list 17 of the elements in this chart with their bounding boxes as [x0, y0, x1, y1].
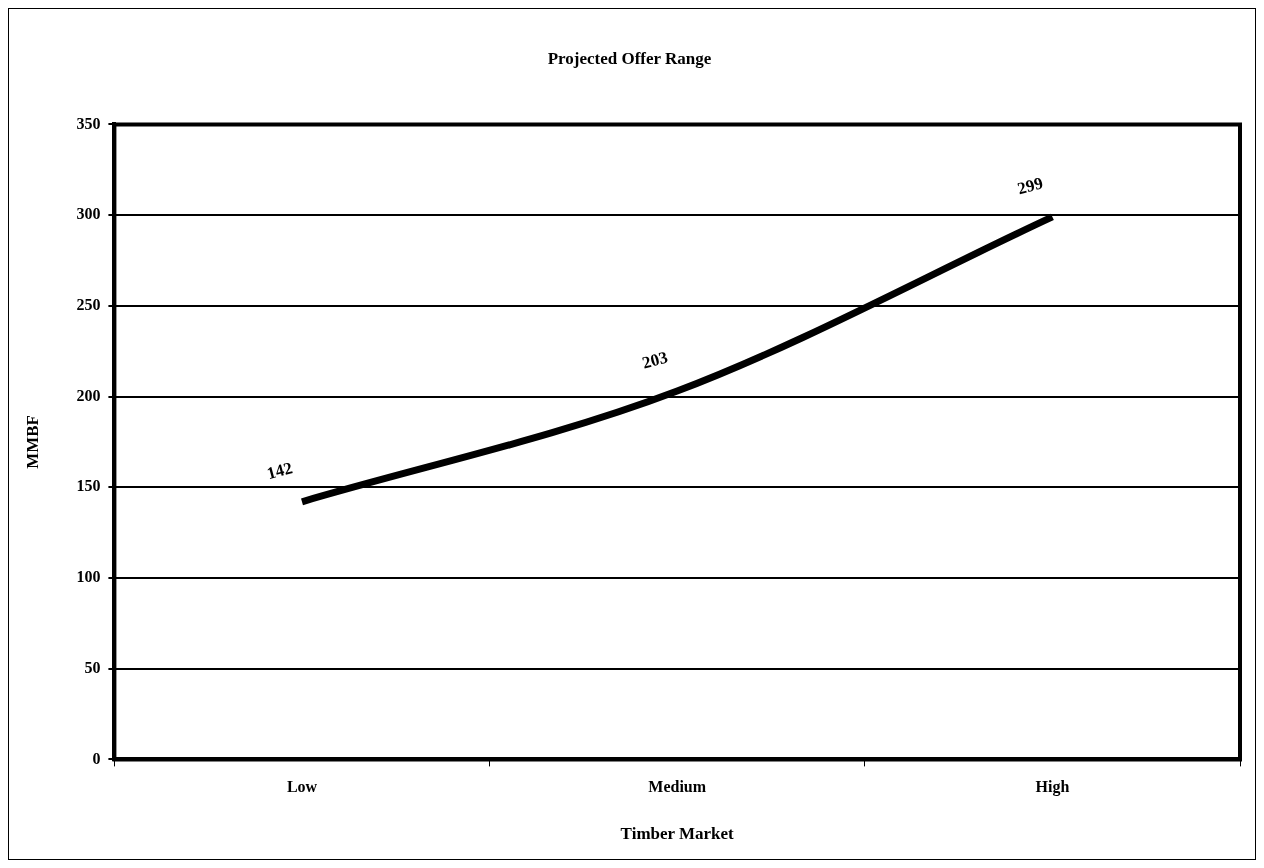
y-tick-label: 200 — [76, 386, 101, 404]
y-tick-label: 150 — [76, 477, 101, 495]
y-tick-label: 100 — [76, 568, 101, 586]
data-label: 142 — [264, 458, 295, 484]
y-tick-label: 250 — [76, 295, 101, 313]
y-tick-label: 0 — [92, 749, 101, 767]
y-tick-label: 350 — [76, 114, 101, 132]
y-tick-label: 300 — [76, 205, 101, 223]
x-tick-label: Low — [286, 778, 318, 796]
y-axis-title: MMBF — [22, 414, 42, 469]
chart-title: Projected Offer Range — [547, 48, 712, 68]
data-label: 203 — [640, 347, 670, 373]
x-axis-title: Timber Market — [620, 824, 735, 844]
x-tick-label: High — [1035, 778, 1070, 797]
data-label: 299 — [1015, 173, 1045, 199]
x-tick-label: Medium — [648, 778, 707, 796]
y-tick-label: 50 — [84, 658, 101, 676]
